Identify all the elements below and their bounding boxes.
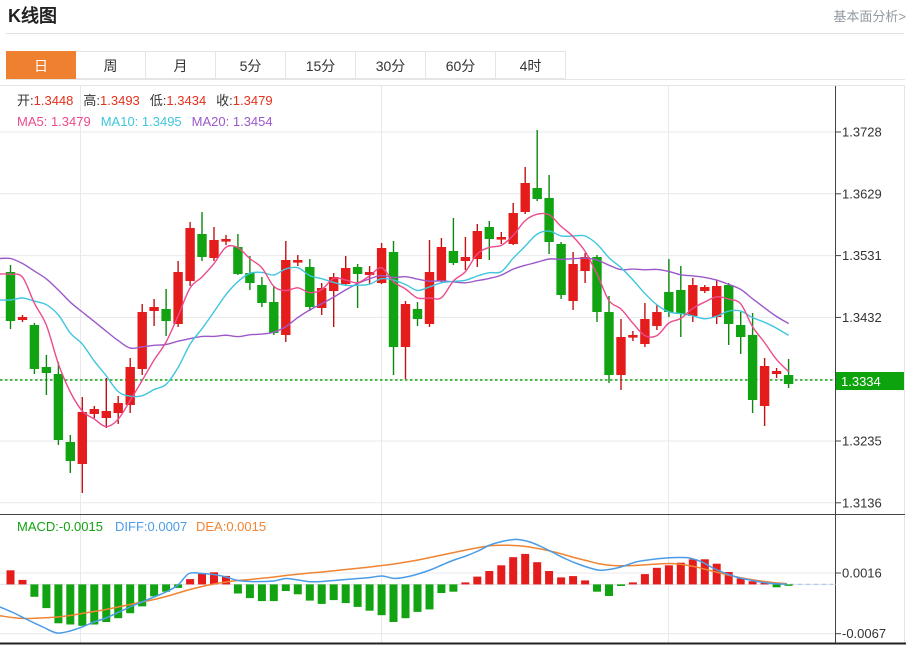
svg-text:DEA:0.0015: DEA:0.0015	[196, 519, 266, 534]
svg-text:1.3235: 1.3235	[842, 434, 882, 449]
svg-text:1.3629: 1.3629	[842, 186, 882, 201]
svg-text:-0.0067: -0.0067	[842, 626, 886, 641]
svg-text:DIFF:0.0007: DIFF:0.0007	[115, 519, 187, 534]
svg-text:MACD:-0.0015: MACD:-0.0015	[17, 519, 103, 534]
svg-text:1.3334: 1.3334	[841, 374, 881, 389]
svg-text:1.3728: 1.3728	[842, 125, 882, 140]
svg-text:1.3136: 1.3136	[842, 495, 882, 510]
svg-text:0.0016: 0.0016	[842, 566, 882, 581]
svg-text:1.3432: 1.3432	[842, 310, 882, 325]
svg-text:1.3531: 1.3531	[842, 248, 882, 263]
